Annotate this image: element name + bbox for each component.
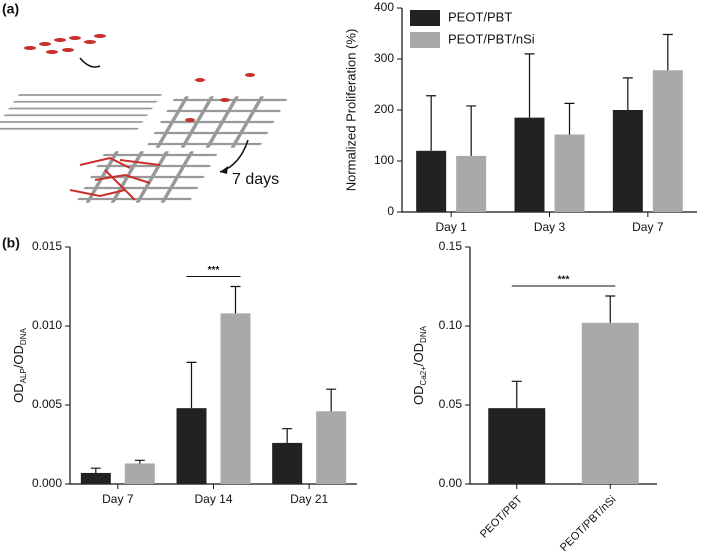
y-axis-label: ODALP/ODDNA: [11, 328, 28, 403]
bar: [581, 322, 639, 484]
x-tick-label: Day 3: [534, 220, 566, 234]
error-bar: [662, 33, 673, 71]
x-tick-label: Day 21: [290, 492, 328, 506]
x-tick-label: PEOT/PBT/nSi: [558, 494, 618, 552]
cells: [24, 34, 106, 54]
bar: [514, 117, 545, 212]
illustration: [0, 34, 288, 203]
x-tick-label: Day 1: [435, 220, 467, 234]
error-bar: [605, 295, 616, 323]
x-tick-label: PEOT/PBT: [478, 493, 525, 540]
y-axis-label: Normalized Proliferation (%): [343, 29, 358, 192]
error-bar: [622, 77, 633, 110]
y-axis-label-part: /OD: [11, 345, 26, 368]
y-axis-label-part: /OD: [411, 343, 426, 366]
error-bar: [466, 105, 477, 156]
x-tick-label: Day 14: [194, 492, 232, 506]
legend-swatch: [410, 10, 440, 26]
bar: [652, 70, 683, 212]
error-bar: [134, 459, 145, 464]
y-tick-label: 0.05: [439, 397, 463, 411]
error-bar: [282, 428, 293, 443]
legend-label: PEOT/PBT: [448, 9, 512, 24]
panel-label: (b): [2, 235, 20, 251]
y-tick-label: 100: [374, 153, 394, 167]
bar: [272, 442, 303, 484]
y-tick-label: 0.015: [32, 239, 62, 253]
y-tick-label: 0.10: [439, 318, 463, 332]
y-axis-label: ODCa2+/ODDNA: [411, 325, 428, 405]
y-tick-label: 0: [387, 204, 394, 218]
x-tick-label: Day 7: [632, 220, 664, 234]
error-bar: [186, 361, 197, 409]
bar: [176, 408, 207, 484]
error-bar: [90, 467, 101, 473]
y-tick-label: 0.00: [439, 476, 463, 490]
y-tick-label: 200: [374, 102, 394, 116]
axis: [401, 8, 697, 213]
significance-label: ***: [558, 275, 570, 286]
annotation: 7 days: [232, 171, 279, 188]
bar: [124, 463, 155, 484]
y-axis-label-part: DNA: [419, 325, 428, 343]
bar: [488, 408, 546, 484]
y-axis-label-part: ALP: [19, 368, 28, 383]
y-tick-label: 0.000: [32, 476, 62, 490]
error-bar: [230, 285, 241, 314]
bar: [316, 411, 347, 484]
error-bar: [426, 95, 437, 151]
axis: [69, 247, 357, 485]
bar: [416, 150, 447, 212]
y-axis-label-part: DNA: [19, 328, 28, 346]
x-tick-label: Day 7: [102, 492, 134, 506]
legend-label: PEOT/PBT/nSi: [448, 31, 535, 46]
error-bar: [326, 388, 337, 412]
y-tick-label: 400: [374, 0, 394, 14]
y-axis-label-part: OD: [11, 383, 26, 403]
bar: [220, 313, 251, 484]
legend-swatch: [410, 32, 440, 48]
y-axis-label-part: OD: [411, 385, 426, 405]
bar: [80, 472, 111, 484]
y-axis-label-part: Ca2+: [419, 366, 428, 386]
panel-label: (a): [2, 1, 19, 17]
significance-label: ***: [208, 265, 220, 276]
y-tick-label: 0.005: [32, 397, 62, 411]
error-bar: [564, 102, 575, 135]
bar: [456, 155, 487, 212]
bar: [554, 134, 585, 212]
y-tick-label: 300: [374, 51, 394, 65]
bar: [612, 110, 643, 212]
error-bar: [524, 53, 535, 118]
error-bar: [511, 380, 522, 409]
y-tick-label: 0.010: [32, 318, 62, 332]
y-tick-label: 0.15: [439, 239, 463, 253]
